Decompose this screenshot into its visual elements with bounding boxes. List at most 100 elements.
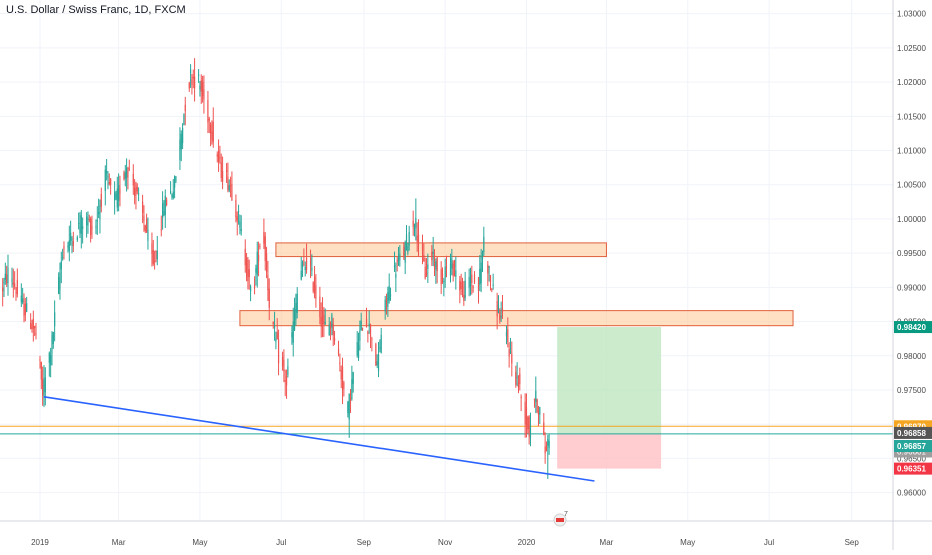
candle-body <box>488 266 490 268</box>
price-label-bg <box>894 439 932 452</box>
candle-body <box>311 267 313 271</box>
candle-body <box>78 223 80 225</box>
candle-body <box>427 264 429 269</box>
candle-body <box>303 260 305 262</box>
price-label: 0.96857 <box>897 442 926 451</box>
candle-body <box>225 170 228 172</box>
resistance-zone-2[interactable] <box>239 310 794 327</box>
candle-body <box>339 362 341 365</box>
candle-body <box>300 270 302 280</box>
candle-body <box>142 202 144 213</box>
candle-body <box>505 331 508 337</box>
candle-body <box>40 361 42 380</box>
candle-body <box>220 162 222 178</box>
price-label: 0.96858 <box>897 429 926 438</box>
x-tick-label: 2019 <box>31 538 49 547</box>
watermark[interactable]: 7 <box>553 511 568 527</box>
candle-body <box>180 133 182 150</box>
x-tick-label: Nov <box>438 538 452 547</box>
candle-body <box>209 124 212 134</box>
candle-body <box>52 331 54 344</box>
candle-body <box>76 237 78 241</box>
candle-body <box>23 303 25 317</box>
candle-body <box>472 286 474 288</box>
candle-body <box>135 182 137 195</box>
x-tick-label: May <box>192 538 207 547</box>
candle-body <box>464 280 466 298</box>
candle-body <box>408 232 410 246</box>
candle-body <box>60 261 62 270</box>
candle-body <box>468 276 470 288</box>
candle-body <box>255 267 257 273</box>
candle-body <box>62 257 64 259</box>
candle-body <box>371 338 373 340</box>
candle-body <box>110 178 112 185</box>
candle-body <box>312 282 314 292</box>
candle-body <box>26 303 28 312</box>
candle-body <box>15 292 17 294</box>
candle-body <box>283 359 285 372</box>
price-label: 0.98420 <box>897 323 926 332</box>
candle-body <box>324 321 326 325</box>
resistance-zone-1[interactable] <box>275 242 607 258</box>
candle-body <box>265 253 268 272</box>
candle-body <box>14 283 16 288</box>
candle-body <box>343 382 345 389</box>
y-tick-label: 0.97500 <box>897 386 926 395</box>
candle-body <box>432 251 434 255</box>
price-label-bg <box>894 426 932 439</box>
horizontal-lines[interactable] <box>0 425 893 435</box>
candle-body <box>3 280 5 284</box>
stop-loss-zone[interactable] <box>557 433 662 469</box>
candle-body <box>349 397 352 402</box>
candle-body <box>449 263 452 276</box>
candle-body <box>200 80 202 92</box>
price-label-bg <box>894 321 932 334</box>
candle-body <box>284 380 286 382</box>
candle-body <box>54 312 56 327</box>
candle-body <box>293 308 296 331</box>
candle-body <box>144 225 146 231</box>
candle-body <box>20 295 22 303</box>
candle-body <box>162 203 164 218</box>
candle-body <box>511 353 513 364</box>
candle-body <box>172 191 174 198</box>
candle-body <box>7 267 9 284</box>
candle-body <box>477 277 480 291</box>
candle-body <box>331 314 333 328</box>
candle-body <box>321 310 324 325</box>
candle-body <box>219 157 221 159</box>
trendline-layer[interactable] <box>43 396 595 482</box>
candle-body <box>249 286 252 292</box>
candle-body <box>487 264 489 274</box>
candle-body <box>529 426 532 439</box>
y-tick-label: 1.01000 <box>897 147 926 156</box>
candle-body <box>188 82 190 89</box>
candle-body <box>347 401 349 414</box>
candle-body <box>440 269 442 285</box>
y-tick-label: 1.00500 <box>897 181 926 190</box>
y-tick-label: 0.98000 <box>897 352 926 361</box>
candle-body <box>277 339 280 364</box>
candle-body <box>248 269 250 278</box>
resistance-zones[interactable] <box>239 242 794 327</box>
candle-body <box>63 246 65 250</box>
candle-body <box>328 324 330 336</box>
profit-target-zone[interactable] <box>557 327 662 434</box>
long-position-tool[interactable] <box>557 327 662 469</box>
x-tick-label: Mar <box>112 538 126 547</box>
candle-body <box>116 188 118 208</box>
candle-body <box>221 170 224 182</box>
candle-body <box>340 369 342 380</box>
support-trendline[interactable] <box>43 396 595 482</box>
candle-body <box>489 274 492 283</box>
symbol-title[interactable]: U.S. Dollar / Swiss Franc, 1D, FXCM <box>6 4 186 16</box>
candle-body <box>239 221 241 228</box>
candle-body <box>451 258 453 269</box>
candle-body <box>547 439 549 446</box>
candle-body <box>119 188 121 194</box>
candle-body <box>227 176 229 190</box>
